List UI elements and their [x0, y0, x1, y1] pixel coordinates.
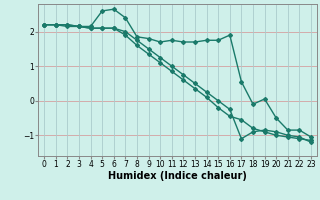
X-axis label: Humidex (Indice chaleur): Humidex (Indice chaleur) [108, 171, 247, 181]
